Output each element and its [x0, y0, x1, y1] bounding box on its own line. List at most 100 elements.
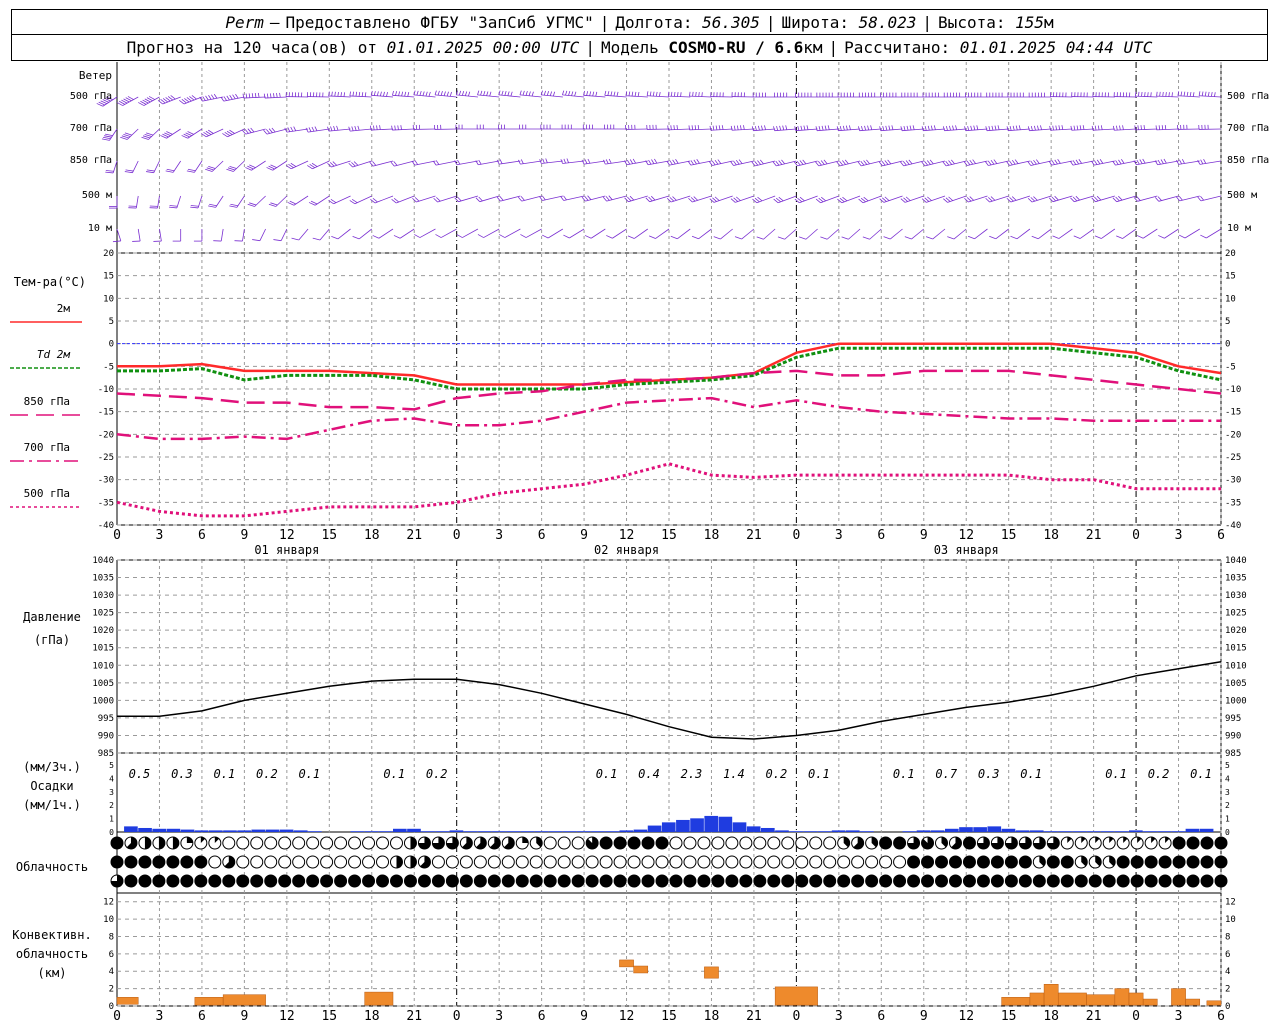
wind-barb-feather [330, 126, 333, 131]
wind-barb-staff [826, 228, 840, 240]
cloud-fill [418, 875, 431, 887]
wind-barb-feather [199, 96, 203, 102]
wind-barb-feather [354, 126, 357, 131]
wind-barb-feather [454, 160, 458, 165]
temp-tick-right: 10 [1225, 294, 1236, 304]
wind-barb-feather [712, 125, 715, 131]
wind-barb-feather [440, 91, 443, 96]
wind-barb-staff [337, 228, 351, 240]
wind-barb-feather [586, 91, 589, 96]
cloud-fill [111, 856, 123, 868]
wind-barb-feather [379, 125, 381, 130]
conv-bar [116, 997, 139, 1005]
wind-barb-feather [401, 91, 404, 97]
wind-barb-feather [386, 92, 388, 97]
cloud-fill [642, 875, 655, 887]
wind-barb-staff [1137, 195, 1158, 202]
wind-barb-feather [670, 235, 678, 240]
wind-barb-feather [373, 125, 375, 130]
header-row-1: Perm — Предоставлено ФГБУ "ЗапСиб УГМС" … [11, 9, 1268, 35]
wind-barb-feather [761, 125, 763, 131]
wind-barb-staff [396, 195, 415, 204]
wind-barb-feather [138, 102, 145, 106]
wind-barb-feather [628, 91, 631, 96]
cloud-circle [459, 855, 473, 869]
wind-barb-feather [478, 196, 483, 202]
cloud-circle [236, 836, 250, 850]
wind-barb-feather [721, 125, 724, 130]
wind-barb-feather [824, 125, 827, 131]
cloud-fill [1039, 856, 1046, 867]
wind-barb-staff [416, 195, 436, 203]
wind-barb-staff [286, 128, 309, 133]
wind-barb-staff [562, 94, 585, 98]
cloud-circle [711, 836, 725, 850]
precip-bar [548, 831, 563, 832]
pres-tick-right: 1035 [1225, 574, 1247, 584]
wind-barb-staff [112, 160, 118, 174]
wind-barb-feather [449, 91, 452, 97]
wind-barb-staff [307, 128, 330, 133]
cloud-fill [1047, 837, 1060, 849]
temp-tick-right: 15 [1225, 272, 1236, 282]
cloud-fill [907, 875, 920, 887]
precip-bar [1029, 830, 1044, 832]
precip-bar [930, 830, 945, 832]
wind-barb-feather [206, 167, 214, 171]
wind-barb-feather [1094, 235, 1102, 239]
wind-barb-feather [263, 93, 266, 99]
cloud-fill [921, 837, 934, 849]
cloud-fill [1145, 875, 1158, 887]
precip-bar [690, 818, 704, 832]
wind-barb-feather [226, 168, 234, 172]
wind-barb-feather [270, 202, 278, 206]
wind-barb-staff [778, 195, 797, 204]
tick-label-x: 15 [1001, 1009, 1017, 1024]
wind-barb-staff [126, 128, 139, 140]
wind-barb-feather [1121, 159, 1125, 164]
cloud-circle [306, 855, 320, 869]
wind-level-label: 500 гПа [70, 91, 112, 102]
wind-barb-staff [434, 94, 457, 98]
tick-label-x: 6 [198, 528, 206, 543]
wind-barb-staff [541, 94, 563, 98]
tick-label-x: 6 [877, 1009, 885, 1024]
cloud-fill [530, 875, 543, 887]
temp-tick-left: -25 [98, 453, 114, 463]
wind-barb-feather [475, 160, 479, 165]
cloud-circle [795, 836, 809, 850]
wind-barb-feather [926, 160, 931, 165]
wind-barb-feather [680, 92, 682, 97]
wind-barb-feather [883, 236, 891, 240]
cloud-circle [376, 855, 390, 869]
wind-barb-feather [1075, 159, 1080, 165]
wind-barb-staff [414, 160, 436, 166]
cloud-circle [264, 836, 278, 850]
wind-barb-feather [1037, 125, 1039, 131]
wind-barb-feather [1176, 159, 1179, 165]
tick-label-x: 6 [1217, 528, 1225, 543]
wind-barb-feather [751, 161, 756, 167]
wind-barb-feather [1136, 235, 1144, 239]
wind-barb-feather [1070, 125, 1073, 131]
wind-barb-feather [1157, 196, 1162, 201]
wind-barb-feather [166, 168, 175, 172]
wind-barb-feather [353, 161, 359, 166]
wind-barb-feather [461, 91, 465, 96]
wind-barb-feather [969, 159, 974, 165]
precip-bar [817, 831, 832, 832]
wind-barb-feather [434, 90, 437, 96]
wind-barb-feather [963, 161, 968, 166]
precip-bar [477, 831, 492, 832]
tick-label-x: 3 [835, 1009, 843, 1024]
wind-barb-staff [280, 228, 288, 241]
wind-barb-feather [422, 91, 425, 96]
wind-barb-feather [821, 125, 824, 131]
wind-barb-feather [332, 161, 338, 166]
precip-bar [308, 831, 322, 832]
wind-barb-feather [287, 127, 291, 132]
wind-barb-feather [435, 160, 440, 165]
wind-barb-feather [162, 133, 169, 138]
cloud-fill [963, 875, 976, 887]
conv-tick-right: 2 [1225, 985, 1230, 995]
